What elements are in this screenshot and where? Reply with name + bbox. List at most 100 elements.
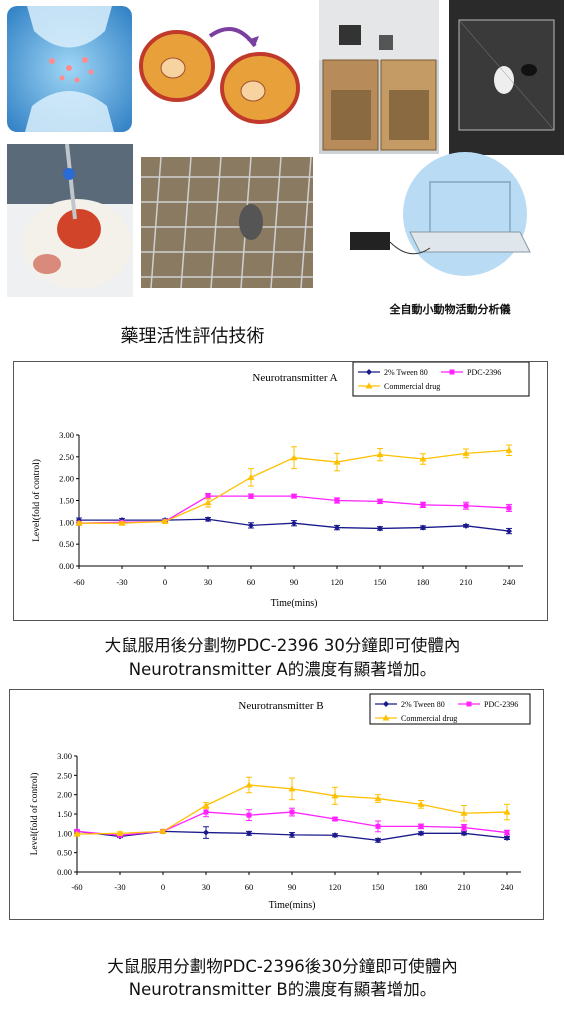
- chart-b-frame: Neurotransmitter B 0.00 0.50 1.00 1.50 2.00 2.…: [9, 689, 544, 920]
- x-tick-label: 0: [161, 882, 165, 892]
- section-caption: 藥理活性評估技術: [120, 326, 265, 347]
- x-tick-label: 240: [501, 882, 514, 892]
- y-tick-label: 1.50: [59, 496, 74, 506]
- point-marker: [248, 522, 254, 529]
- point-marker: [504, 830, 510, 836]
- point-marker: [334, 498, 340, 503]
- point-marker: [506, 505, 512, 511]
- point-marker: [418, 830, 424, 837]
- x-tick-label: -60: [73, 577, 84, 587]
- y-tick-label: 0.00: [59, 561, 74, 571]
- point-marker: [159, 827, 167, 834]
- chart-b-caption-line1: 大鼠服用分劃物PDC-2396後30分鐘即可使體內: [107, 957, 458, 976]
- point-marker: [248, 493, 254, 499]
- point-marker: [503, 808, 511, 815]
- cage-grid-photo: [141, 157, 313, 288]
- x-tick-label: 210: [460, 577, 473, 587]
- point-marker: [290, 454, 298, 461]
- legend-marker: [366, 369, 372, 375]
- x-tick-label: 30: [202, 882, 211, 892]
- legend-label: Commercial drug: [384, 382, 440, 391]
- series-line-pdc: [78, 495, 510, 524]
- point-marker: [333, 458, 341, 465]
- legend-marker: [449, 369, 455, 375]
- x-tick-label: 90: [288, 882, 297, 892]
- device-label: 全自動小動物活動分析儀: [389, 303, 511, 316]
- surgery-photo: [7, 144, 133, 297]
- point-marker: [461, 830, 467, 837]
- point-marker: [291, 520, 297, 527]
- legend-label: PDC-2396: [484, 700, 518, 709]
- point-marker: [289, 809, 295, 815]
- y-tick-label: 2.50: [59, 452, 74, 462]
- x-axis-label: Time(mins): [271, 598, 318, 609]
- point-marker: [204, 499, 212, 506]
- point-marker: [463, 522, 469, 529]
- point-marker: [463, 503, 469, 509]
- y-axis-label: Level(fold of control): [29, 773, 40, 856]
- point-marker: [205, 493, 211, 499]
- x-tick-label: 210: [458, 882, 471, 892]
- y-tick-label: 0.50: [59, 539, 74, 549]
- x-tick-label: 150: [372, 882, 385, 892]
- legend-marker: [383, 701, 389, 707]
- y-tick-label: 3.00: [57, 751, 72, 761]
- point-marker: [377, 498, 383, 504]
- y-tick-label: 1.00: [57, 828, 72, 838]
- point-marker: [376, 451, 384, 458]
- x-tick-label: 120: [329, 882, 342, 892]
- synapse-photo: [7, 6, 132, 132]
- point-marker: [205, 516, 211, 523]
- y-tick-label: 0.00: [57, 867, 72, 877]
- point-marker: [202, 801, 210, 808]
- legend-marker: [382, 714, 390, 721]
- point-marker: [506, 528, 512, 535]
- point-marker: [417, 800, 425, 807]
- point-marker: [332, 832, 338, 839]
- y-tick-label: 2.50: [57, 770, 72, 780]
- point-marker: [118, 519, 126, 526]
- chart-a: Neurotransmitter A 0.00 0.50 1.00 1.50 2.00 2.…: [31, 362, 530, 609]
- chart-b-caption-line2: Neurotransmitter B的濃度有顯著增加。: [128, 980, 437, 999]
- x-tick-label: 30: [204, 577, 213, 587]
- y-axis-label: Level(fold of control): [31, 459, 42, 542]
- legend-label: PDC-2396: [467, 368, 501, 377]
- point-marker: [420, 502, 426, 508]
- point-marker: [289, 831, 295, 838]
- point-marker: [419, 455, 427, 462]
- mouse-arena-photo: [449, 0, 564, 155]
- cell-diagram-image: [135, 6, 310, 132]
- point-marker: [332, 816, 338, 822]
- point-marker: [334, 524, 340, 531]
- legend-label: 2% Tween 80: [384, 368, 428, 377]
- legend-box: [369, 693, 531, 725]
- chart-title: Neurotransmitter A: [252, 372, 337, 384]
- point-marker: [460, 809, 468, 816]
- legend-marker: [466, 701, 472, 707]
- legend-marker: [365, 382, 373, 389]
- x-tick-label: 150: [374, 577, 387, 587]
- x-tick-label: -60: [71, 882, 82, 892]
- y-tick-label: 1.00: [59, 517, 74, 527]
- point-marker: [504, 834, 510, 841]
- point-marker: [375, 823, 381, 829]
- point-marker: [374, 795, 382, 802]
- point-marker: [75, 519, 83, 526]
- point-marker: [461, 825, 467, 831]
- point-marker: [418, 823, 424, 829]
- point-marker: [73, 830, 81, 837]
- chart-b: Neurotransmitter B 0.00 0.50 1.00 1.50 2.00 2.…: [29, 693, 531, 911]
- point-marker: [245, 781, 253, 788]
- y-tick-label: 1.50: [57, 809, 72, 819]
- x-tick-label: 0: [163, 577, 167, 587]
- y-tick-label: 0.50: [57, 848, 72, 858]
- point-marker: [420, 524, 426, 531]
- x-tick-label: -30: [116, 577, 127, 587]
- point-marker: [291, 493, 297, 499]
- x-tick-label: 120: [331, 577, 344, 587]
- x-tick-label: 240: [503, 577, 516, 587]
- chart-title: Neurotransmitter B: [238, 700, 323, 712]
- point-marker: [462, 449, 470, 456]
- chart-a-caption-line2: Neurotransmitter A的濃度有顯著增加。: [128, 660, 437, 679]
- point-marker: [375, 837, 381, 844]
